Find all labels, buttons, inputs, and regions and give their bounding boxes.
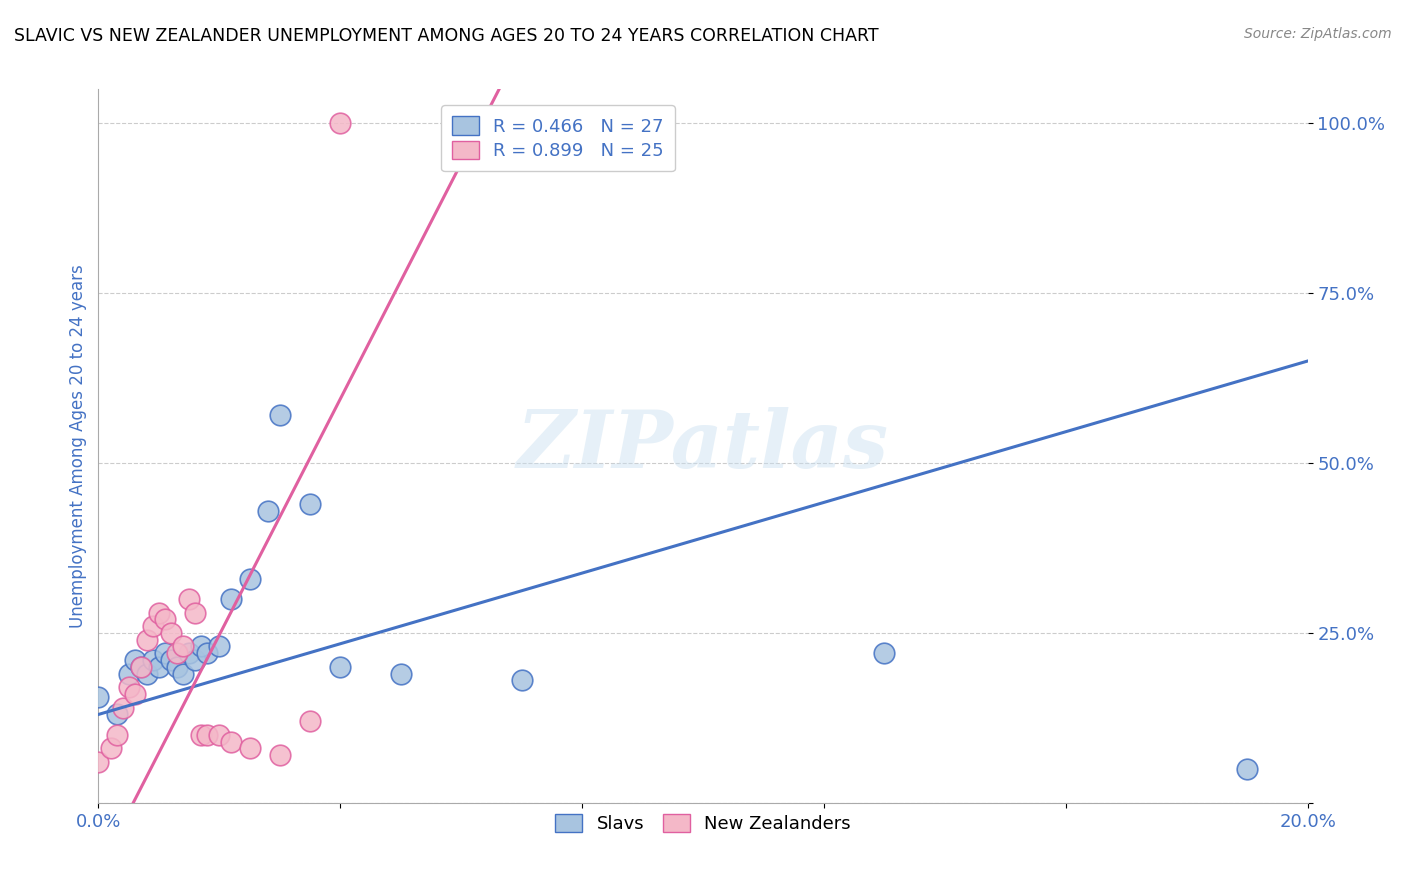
Point (135, 666, 157, 681)
Point (111, 700, 134, 714)
Point (299, 714, 322, 729)
Point (172, 666, 194, 681)
Point (148, 660, 170, 674)
Point (153, 646, 176, 660)
Point (160, 653, 183, 667)
Point (329, 660, 352, 674)
Point (118, 666, 141, 681)
Point (1236, 762, 1258, 776)
Point (160, 626, 183, 640)
Point (208, 728, 231, 742)
Point (190, 640, 212, 654)
Point (166, 660, 188, 674)
Point (142, 619, 165, 633)
Point (221, 591, 243, 606)
Text: ZIPatlas: ZIPatlas (517, 408, 889, 484)
Point (105, 707, 128, 722)
Point (124, 653, 146, 667)
Point (87, 690, 110, 705)
Text: SLAVIC VS NEW ZEALANDER UNEMPLOYMENT AMONG AGES 20 TO 24 YEARS CORRELATION CHART: SLAVIC VS NEW ZEALANDER UNEMPLOYMENT AMO… (14, 27, 879, 45)
Point (129, 660, 152, 674)
Point (100, 741, 122, 756)
Point (239, 741, 262, 756)
Point (105, 728, 128, 742)
Point (329, 116, 352, 130)
Point (389, 666, 412, 681)
Point (239, 572, 262, 586)
Point (481, 116, 503, 130)
Point (129, 660, 152, 674)
Point (299, 497, 322, 511)
Point (873, 646, 896, 660)
Point (269, 748, 291, 763)
Point (124, 687, 146, 701)
Point (135, 632, 157, 647)
Point (153, 612, 176, 626)
Point (184, 653, 207, 667)
Point (179, 646, 201, 660)
Point (172, 640, 194, 654)
Point (195, 646, 218, 660)
Point (184, 606, 207, 620)
Point (142, 653, 165, 667)
Point (87, 755, 110, 769)
Point (269, 409, 291, 423)
Point (179, 591, 201, 606)
Point (510, 673, 533, 688)
Text: Source: ZipAtlas.com: Source: ZipAtlas.com (1244, 27, 1392, 41)
Point (118, 680, 141, 694)
Point (208, 640, 231, 654)
Point (190, 728, 212, 742)
Y-axis label: Unemployment Among Ages 20 to 24 years: Unemployment Among Ages 20 to 24 years (69, 264, 87, 628)
Point (166, 646, 188, 660)
Point (256, 503, 278, 517)
Point (148, 606, 170, 620)
Point (221, 734, 243, 748)
Point (195, 728, 218, 742)
Legend: Slavs, New Zealanders: Slavs, New Zealanders (544, 803, 862, 844)
